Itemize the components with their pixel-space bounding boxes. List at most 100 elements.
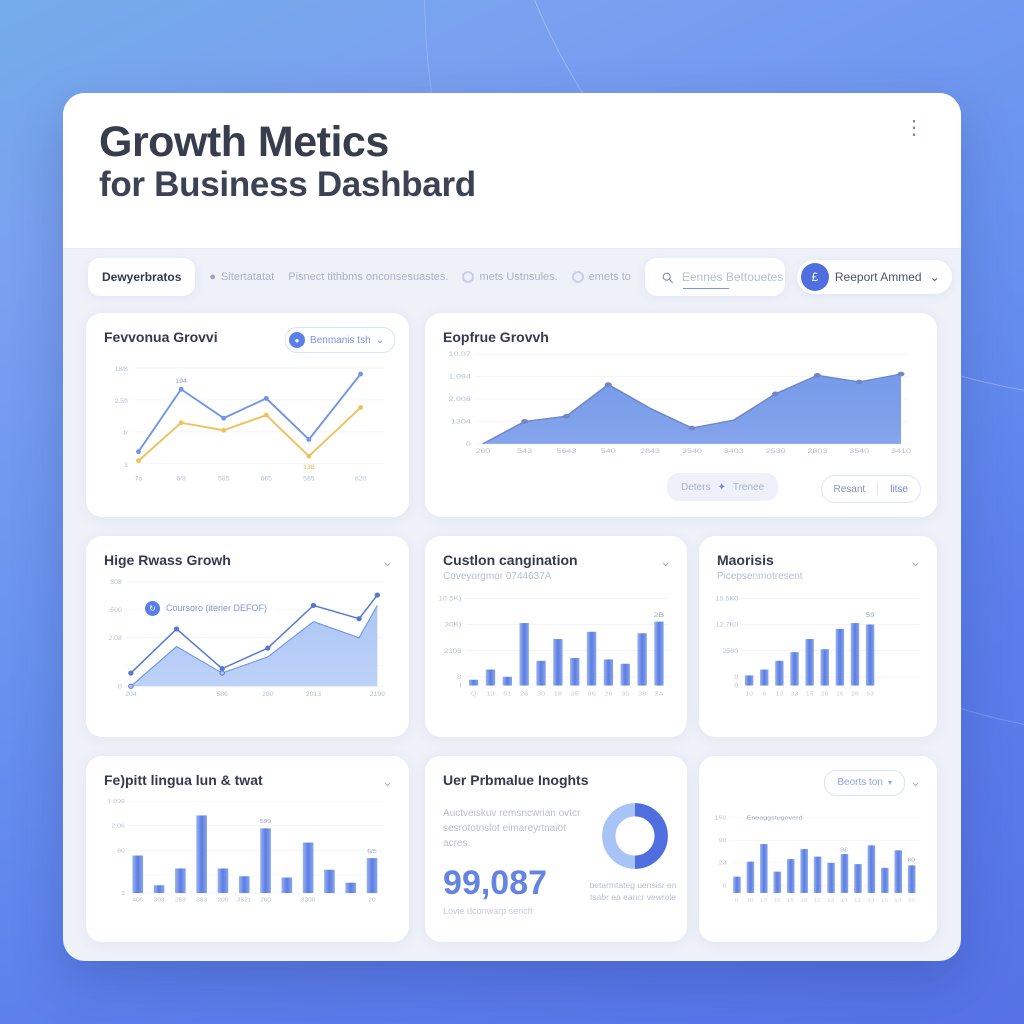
svg-text:28: 28 bbox=[851, 691, 859, 697]
svg-text:20: 20 bbox=[368, 898, 376, 903]
svg-text:I: I bbox=[459, 682, 461, 689]
svg-text:2013: 2013 bbox=[306, 691, 321, 698]
svg-text:35: 35 bbox=[571, 691, 580, 697]
svg-text:26: 26 bbox=[821, 691, 829, 697]
svg-text:13: 13 bbox=[760, 898, 767, 903]
svg-text:204: 204 bbox=[125, 691, 137, 698]
svg-text:10: 10 bbox=[745, 691, 753, 697]
svg-text:0: 0 bbox=[722, 883, 727, 889]
svg-text:3300: 3300 bbox=[301, 898, 316, 903]
svg-text:586: 586 bbox=[216, 691, 228, 698]
svg-text:18/8: 18/8 bbox=[115, 366, 128, 373]
svg-text:2843: 2843 bbox=[640, 448, 660, 455]
svg-text:3540: 3540 bbox=[849, 448, 869, 455]
svg-text:2199: 2199 bbox=[370, 691, 385, 698]
svg-text:543: 543 bbox=[517, 448, 532, 455]
svg-text:150: 150 bbox=[715, 815, 727, 821]
svg-text:15: 15 bbox=[881, 898, 888, 903]
svg-text:1.094: 1.094 bbox=[449, 373, 471, 380]
svg-text:540: 540 bbox=[601, 448, 616, 455]
svg-text:2560: 2560 bbox=[722, 648, 738, 654]
svg-text:13: 13 bbox=[894, 898, 901, 903]
svg-text:6: 6 bbox=[762, 691, 766, 697]
svg-text:565: 565 bbox=[303, 476, 315, 483]
svg-text:263: 263 bbox=[175, 898, 186, 903]
svg-text:96: 96 bbox=[587, 691, 596, 697]
svg-text:500: 500 bbox=[110, 607, 122, 614]
svg-text:1.099: 1.099 bbox=[108, 799, 126, 805]
svg-text:7a: 7a bbox=[135, 476, 143, 483]
svg-text:2B: 2B bbox=[654, 611, 664, 619]
svg-text:820: 820 bbox=[355, 476, 367, 483]
svg-text:Eneaggstugoverd: Eneaggstugoverd bbox=[747, 815, 803, 821]
svg-text:3540: 3540 bbox=[682, 448, 702, 455]
svg-text:16: 16 bbox=[836, 691, 844, 697]
svg-text:33: 33 bbox=[791, 691, 799, 697]
svg-text:15.5K0: 15.5K0 bbox=[716, 596, 739, 602]
svg-text:2803: 2803 bbox=[807, 448, 827, 455]
svg-text:3403: 3403 bbox=[724, 448, 744, 455]
svg-text:15: 15 bbox=[806, 691, 814, 697]
svg-text:3410: 3410 bbox=[891, 448, 911, 455]
svg-text:12: 12 bbox=[854, 898, 861, 903]
svg-text:0: 0 bbox=[734, 683, 738, 689]
svg-text:194: 194 bbox=[175, 378, 187, 385]
svg-text:2.008: 2.008 bbox=[449, 396, 471, 403]
svg-text:30K): 30K) bbox=[445, 621, 462, 628]
svg-text:3521: 3521 bbox=[237, 898, 252, 903]
svg-text:15: 15 bbox=[787, 898, 794, 903]
svg-text:15: 15 bbox=[773, 898, 780, 903]
svg-text:383: 383 bbox=[196, 898, 207, 903]
svg-text:138: 138 bbox=[303, 464, 315, 471]
svg-text:15: 15 bbox=[746, 898, 753, 903]
svg-text:0: 0 bbox=[118, 684, 122, 691]
svg-text:0: 0 bbox=[735, 898, 739, 903]
svg-text:Q: Q bbox=[471, 691, 477, 697]
svg-text:0: 0 bbox=[734, 674, 738, 680]
svg-text:80: 80 bbox=[117, 848, 125, 854]
svg-text:30: 30 bbox=[537, 691, 546, 697]
svg-text:60: 60 bbox=[907, 858, 915, 863]
svg-text:13: 13 bbox=[867, 898, 874, 903]
svg-text:12: 12 bbox=[814, 898, 821, 903]
svg-text:6/5: 6/5 bbox=[367, 848, 377, 854]
svg-text:585: 585 bbox=[218, 476, 230, 483]
svg-text:13: 13 bbox=[800, 898, 807, 903]
svg-text:2.06: 2.06 bbox=[112, 823, 126, 829]
svg-text:35: 35 bbox=[621, 691, 630, 697]
svg-text:665: 665 bbox=[261, 476, 273, 483]
svg-text:599: 599 bbox=[260, 819, 272, 825]
svg-text:53: 53 bbox=[866, 691, 874, 697]
svg-text:303: 303 bbox=[154, 898, 165, 903]
svg-text:26: 26 bbox=[520, 691, 529, 697]
svg-text:260: 260 bbox=[260, 898, 271, 903]
svg-text:8: 8 bbox=[457, 674, 461, 681]
svg-text:13: 13 bbox=[776, 691, 784, 697]
svg-text:13: 13 bbox=[827, 898, 834, 903]
svg-text:508: 508 bbox=[110, 579, 122, 586]
svg-text:2530: 2530 bbox=[766, 448, 786, 455]
svg-text:33: 33 bbox=[908, 898, 915, 903]
svg-text:18: 18 bbox=[554, 691, 563, 697]
svg-text:2A: 2A bbox=[654, 691, 664, 697]
svg-text:-fr: -fr bbox=[121, 430, 128, 437]
svg-text:13: 13 bbox=[841, 898, 848, 903]
svg-text:5643: 5643 bbox=[557, 448, 577, 455]
svg-text:0: 0 bbox=[466, 440, 471, 447]
svg-text:38: 38 bbox=[638, 691, 647, 697]
svg-text:90: 90 bbox=[718, 838, 726, 844]
svg-text:2.59: 2.59 bbox=[115, 398, 128, 405]
svg-text:59: 59 bbox=[866, 613, 874, 619]
svg-text:10.07: 10.07 bbox=[449, 351, 471, 358]
svg-text:406: 406 bbox=[132, 898, 143, 903]
svg-text:6/8: 6/8 bbox=[176, 476, 186, 483]
svg-text:3: 3 bbox=[121, 890, 125, 896]
svg-text:12.7K0: 12.7K0 bbox=[716, 622, 739, 628]
svg-text:23: 23 bbox=[718, 861, 726, 867]
svg-text:1304: 1304 bbox=[451, 418, 471, 425]
svg-text:26: 26 bbox=[604, 691, 613, 697]
svg-text:9£: 9£ bbox=[840, 848, 848, 853]
svg-text:13: 13 bbox=[486, 691, 495, 697]
svg-text:2308: 2308 bbox=[444, 648, 462, 655]
svg-text:260: 260 bbox=[475, 448, 490, 455]
